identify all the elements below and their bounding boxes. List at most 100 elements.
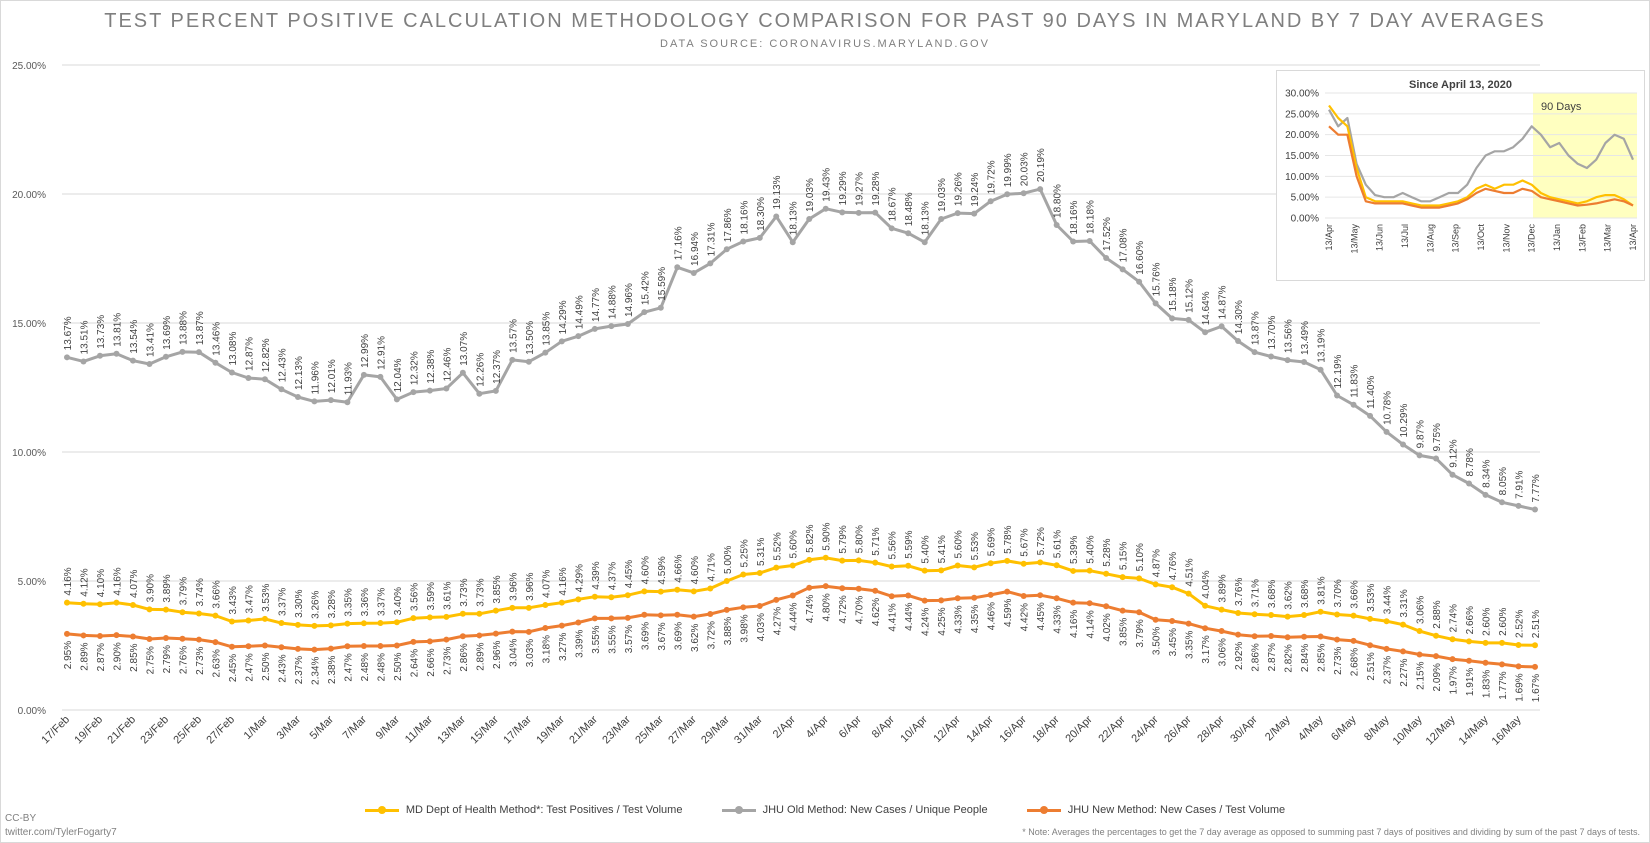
data-point-0 <box>1383 428 1390 435</box>
data-point-1 <box>740 571 747 578</box>
data-label-jhu-new: 2.68% <box>1350 648 1361 676</box>
data-label-jhu-new: 1.69% <box>1515 673 1526 701</box>
data-point-0 <box>64 354 70 361</box>
data-label-jhu-old: 13.56% <box>1284 319 1295 353</box>
data-point-2 <box>1515 663 1522 670</box>
data-point-1 <box>1466 638 1473 645</box>
inset-y-tick-label: 15.00% <box>1285 151 1319 162</box>
data-point-0 <box>1235 338 1242 345</box>
data-point-2 <box>773 596 780 603</box>
data-point-2 <box>822 583 829 590</box>
data-point-0 <box>1152 300 1159 307</box>
data-label-jhu-new: 2.66% <box>426 648 437 676</box>
data-point-0 <box>327 397 334 404</box>
data-label-jhu-new: 2.85% <box>1317 643 1328 671</box>
data-point-0 <box>1251 349 1258 356</box>
data-point-2 <box>1400 648 1407 655</box>
data-label-jhu-new: 4.02% <box>1102 613 1113 641</box>
data-point-1 <box>525 604 532 611</box>
data-point-2 <box>459 633 466 640</box>
data-label-jhu-old: 18.67% <box>888 187 899 221</box>
data-point-0 <box>773 213 780 220</box>
data-point-1 <box>987 560 994 567</box>
data-point-1 <box>443 613 450 620</box>
data-label-jhu-old: 13.07% <box>459 332 470 366</box>
data-point-2 <box>1202 625 1209 632</box>
legend-label-jhu-new: JHU New Method: New Cases / Test Volume <box>1067 804 1286 816</box>
data-point-2 <box>1350 637 1357 644</box>
data-label-md-health: 2.60% <box>1482 607 1493 635</box>
legend-item-jhu-old: JHU Old Method: New Cases / Unique Peopl… <box>721 804 988 816</box>
data-point-1 <box>195 610 202 617</box>
data-label-jhu-old: 13.87% <box>1251 311 1262 345</box>
data-label-md-health: 5.72% <box>1036 527 1047 555</box>
data-point-2 <box>954 595 961 602</box>
footnote: * Note: Averages the percentages to get … <box>1022 827 1640 837</box>
data-label-jhu-new: 4.74% <box>805 595 816 623</box>
data-point-2 <box>1482 659 1489 666</box>
data-point-1 <box>1284 613 1291 620</box>
data-point-0 <box>492 387 499 394</box>
inset-chart-title: Since April 13, 2020 <box>1409 79 1512 91</box>
inset-chart-panel: 0.00% 5.00% 10.00% 15.00% 20.00% 25.00% 30.00%… <box>1276 70 1645 281</box>
data-point-0 <box>1103 254 1110 261</box>
data-point-0 <box>1037 186 1044 193</box>
data-label-jhu-new: 2.73% <box>1333 646 1344 674</box>
data-label-jhu-old: 13.57% <box>508 319 519 353</box>
chart-subtitle: DATA SOURCE: CORONAVIRUS.MARYLAND.GOV <box>660 38 990 50</box>
data-point-2 <box>839 585 846 592</box>
data-label-jhu-new: 2.47% <box>343 653 354 681</box>
data-point-2 <box>525 628 532 635</box>
data-point-0 <box>542 349 549 356</box>
data-point-1 <box>1070 567 1077 574</box>
data-label-jhu-old: 7.77% <box>1531 474 1542 502</box>
inset-x-tick-label: 13/Jun <box>1375 224 1385 251</box>
data-label-jhu-old: 19.99% <box>1003 153 1014 187</box>
data-point-0 <box>608 323 615 330</box>
data-point-2 <box>1037 592 1044 599</box>
data-label-jhu-old: 19.03% <box>805 178 816 212</box>
data-point-2 <box>179 635 186 642</box>
data-label-md-health: 5.52% <box>772 532 783 560</box>
data-point-0 <box>294 394 301 401</box>
data-label-md-health: 5.80% <box>855 525 866 553</box>
data-point-1 <box>839 557 846 564</box>
data-label-jhu-old: 14.30% <box>1234 300 1245 334</box>
data-point-1 <box>888 563 895 570</box>
data-label-jhu-old: 12.32% <box>409 351 420 385</box>
inset-x-tick-label: 13/Mar <box>1603 224 1613 252</box>
data-point-0 <box>278 386 285 393</box>
data-point-2 <box>855 585 862 592</box>
x-tick-label: 28/Apr <box>1195 713 1227 745</box>
x-tick-label: 3/Mar <box>275 713 304 742</box>
data-point-2 <box>64 630 70 637</box>
data-point-2 <box>674 611 681 618</box>
x-tick-label: 10/Apr <box>898 713 930 745</box>
data-label-jhu-old: 13.70% <box>1267 316 1278 350</box>
data-point-1 <box>591 593 598 600</box>
data-label-jhu-old: 12.04% <box>393 358 404 392</box>
data-point-0 <box>228 369 235 376</box>
data-point-1 <box>64 599 70 606</box>
data-label-md-health: 4.29% <box>574 564 585 592</box>
data-point-0 <box>723 246 730 253</box>
data-label-md-health: 5.90% <box>822 522 833 550</box>
y-tick-label: 10.00% <box>12 448 46 459</box>
data-point-1 <box>1053 562 1060 569</box>
x-tick-label: 27/Feb <box>204 714 237 747</box>
data-point-0 <box>954 210 961 217</box>
data-point-1 <box>1218 606 1225 613</box>
data-label-md-health: 3.85% <box>492 575 503 603</box>
data-point-1 <box>1416 628 1423 635</box>
data-label-md-health: 4.16% <box>558 567 569 595</box>
x-tick-label: 16/May <box>1490 713 1524 747</box>
data-point-1 <box>1433 632 1440 639</box>
data-label-jhu-old: 12.13% <box>294 356 305 390</box>
data-label-jhu-new: 2.82% <box>1284 644 1295 672</box>
data-point-2 <box>608 615 615 622</box>
data-point-2 <box>1317 633 1324 640</box>
data-point-1 <box>905 562 912 569</box>
data-point-1 <box>1532 642 1538 649</box>
data-label-jhu-old: 18.16% <box>1069 200 1080 234</box>
data-label-jhu-old: 14.77% <box>591 288 602 322</box>
